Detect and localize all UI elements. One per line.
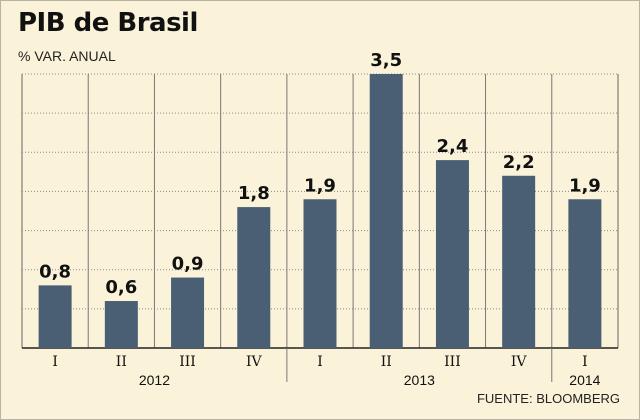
bar	[171, 277, 205, 348]
bar	[303, 199, 337, 348]
data-label: 1,9	[304, 175, 336, 196]
chart-subtitle: % VAR. ANUAL	[18, 48, 116, 64]
x-tick-label: I	[582, 354, 588, 370]
x-tick-label: III	[444, 354, 461, 370]
x-group-label: 2012	[139, 372, 170, 388]
data-label: 0,9	[172, 254, 204, 275]
x-tick-label: III	[179, 354, 196, 370]
bar	[38, 285, 72, 348]
data-label: 2,2	[503, 152, 535, 173]
x-tick-label: I	[317, 354, 323, 370]
x-tick-label: IV	[246, 354, 263, 370]
x-tick-label: I	[52, 354, 58, 370]
bar	[369, 74, 403, 348]
bar	[104, 301, 138, 348]
x-tick-label: IV	[511, 354, 528, 370]
data-label: 3,5	[370, 50, 402, 71]
bar	[435, 160, 469, 348]
bar	[568, 199, 602, 348]
x-group-label: 2014	[569, 372, 600, 388]
data-label: 0,6	[105, 277, 137, 298]
bar	[237, 207, 271, 348]
bar	[502, 175, 536, 348]
source-note: FUENTE: BLOOMBERG	[476, 391, 620, 406]
data-label: 0,8	[39, 261, 71, 282]
x-tick-label: II	[381, 354, 392, 370]
chart-title: PIB de Brasil	[18, 8, 198, 38]
data-label: 2,4	[436, 136, 468, 157]
data-label: 1,8	[238, 183, 270, 204]
x-tick-label: II	[116, 354, 127, 370]
data-label: 1,9	[569, 175, 601, 196]
x-group-label: 2013	[404, 372, 435, 388]
